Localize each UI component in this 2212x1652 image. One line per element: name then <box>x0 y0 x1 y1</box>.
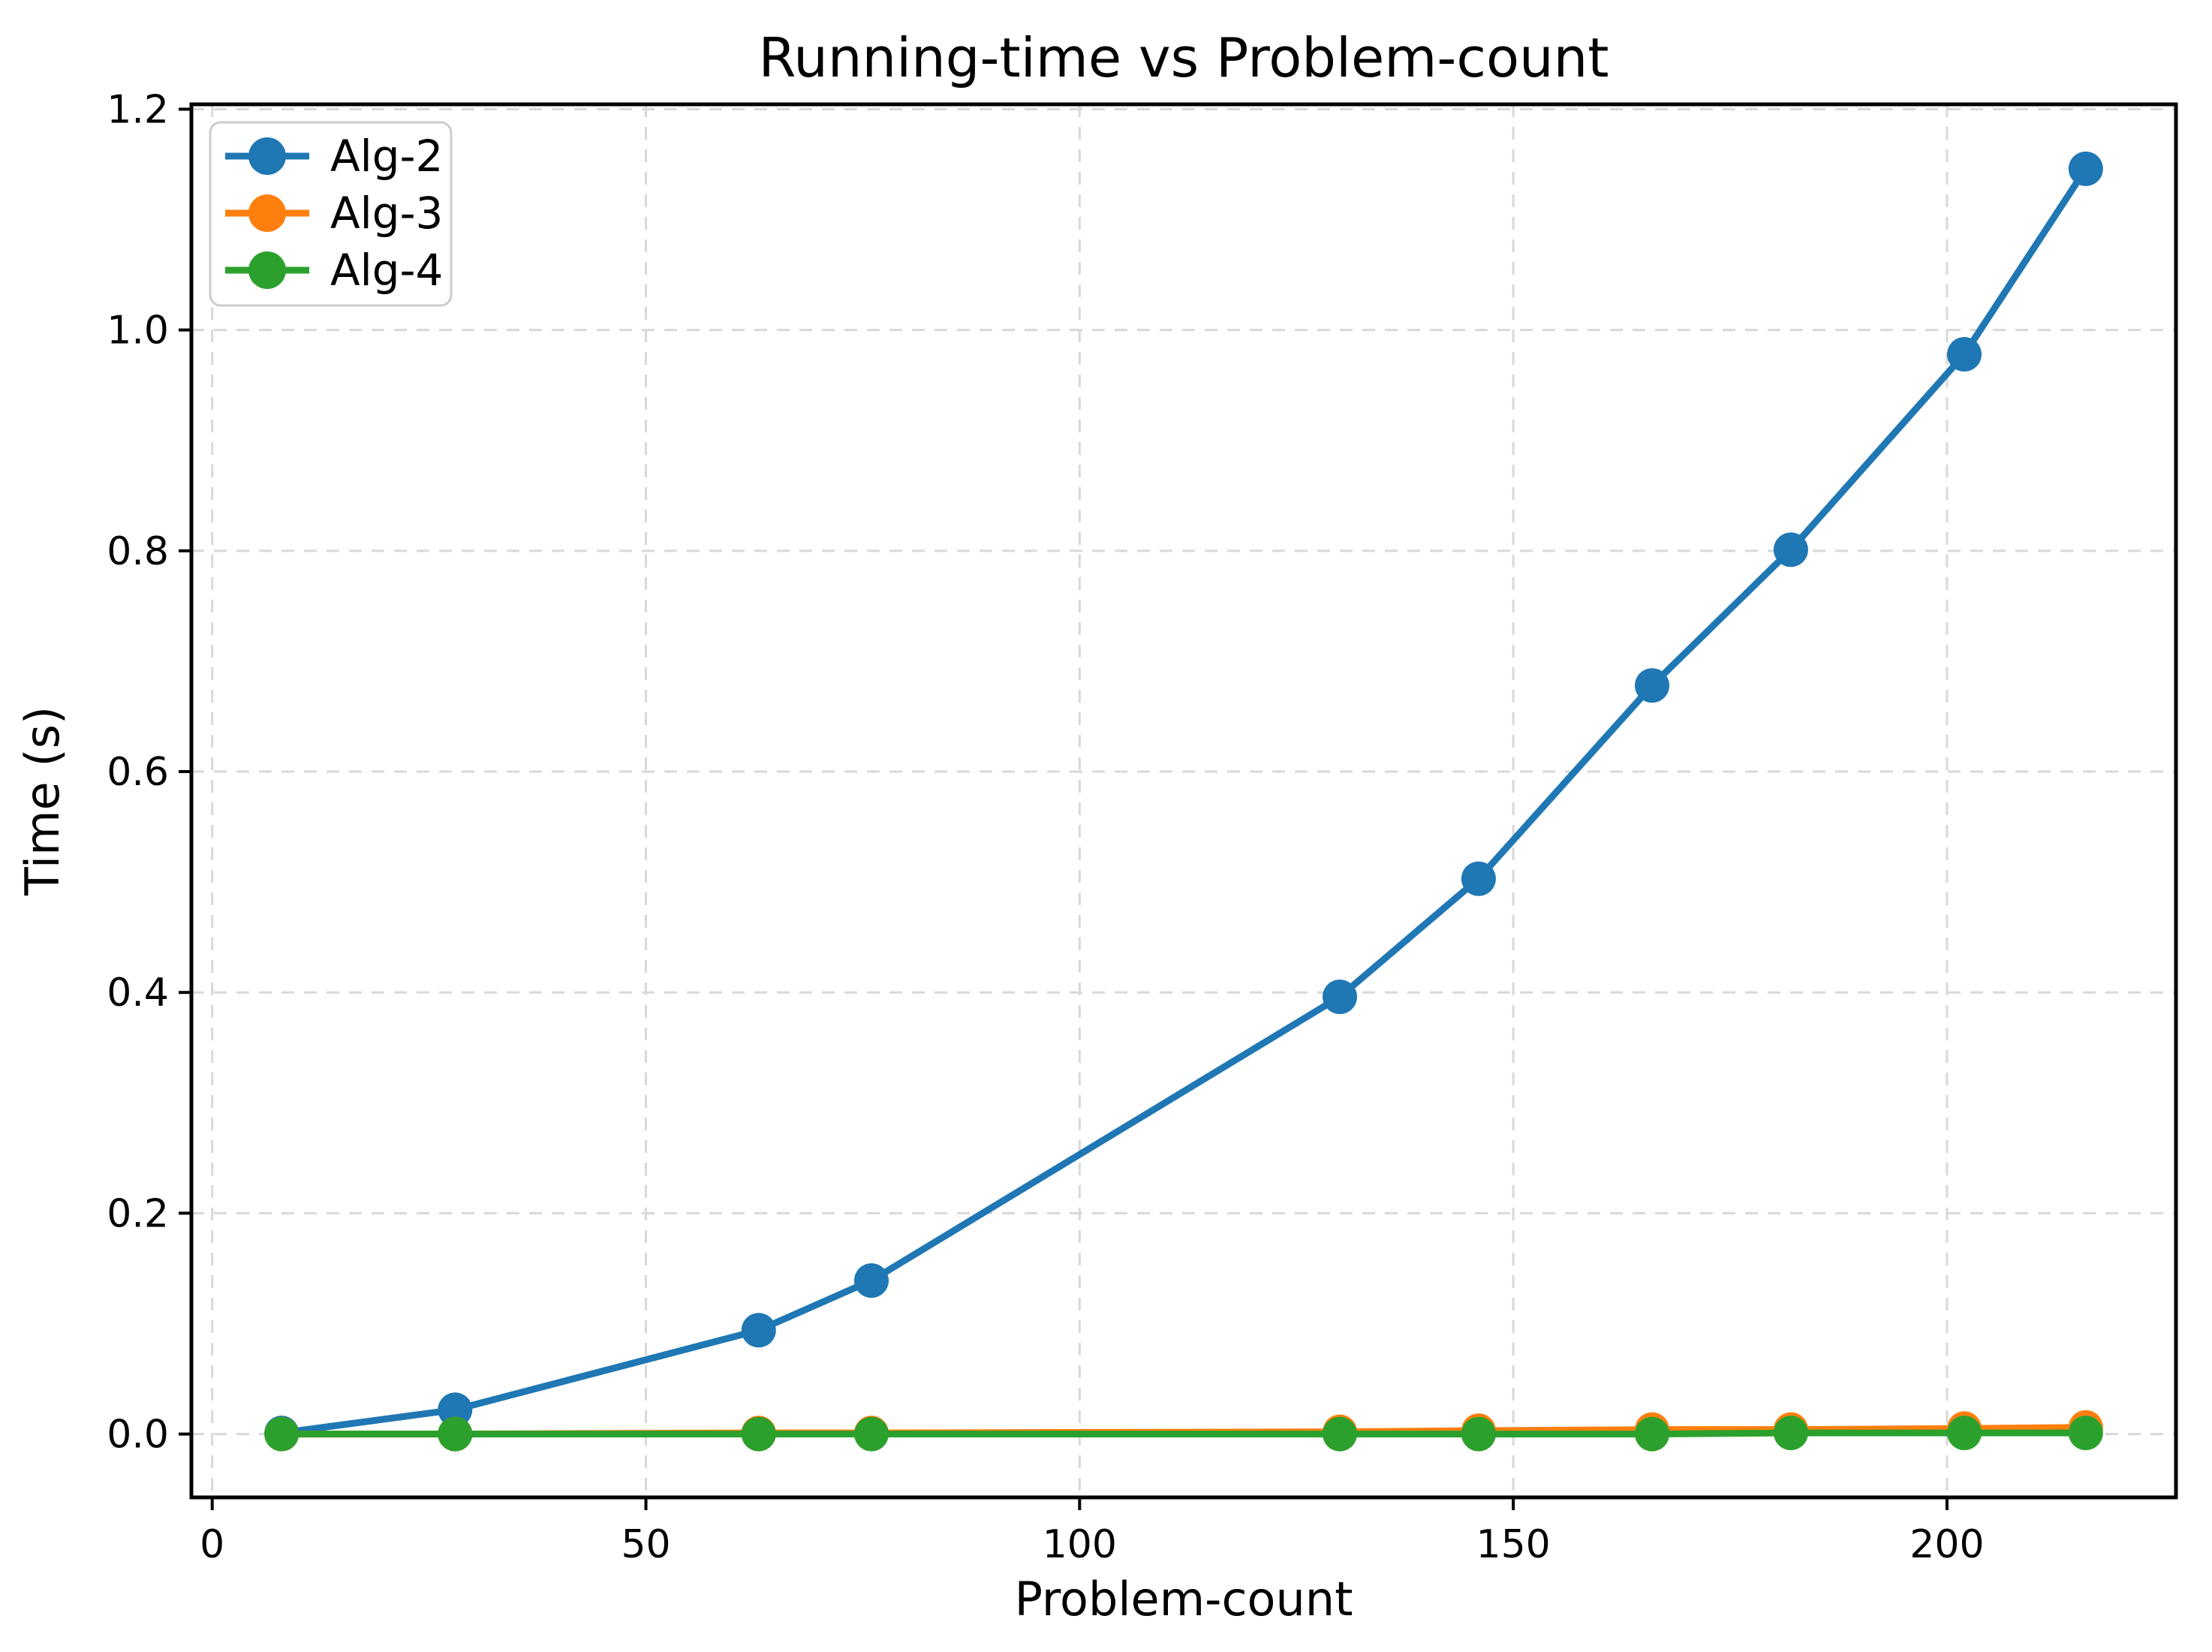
series-marker-Alg-4 <box>1947 1416 1982 1451</box>
y-tick-label: 0.4 <box>107 970 169 1016</box>
x-axis-label: Problem-count <box>1015 1572 1353 1626</box>
series-line-Alg-4 <box>281 1429 2086 1438</box>
series-marker-Alg-4 <box>1461 1416 1496 1452</box>
series-marker-Alg-2 <box>853 1263 889 1298</box>
series-marker-Alg-4 <box>853 1416 889 1452</box>
y-tick-label: 0.0 <box>107 1413 169 1458</box>
series-marker-Alg-2 <box>741 1313 776 1348</box>
series-marker-Alg-4 <box>1323 1416 1358 1452</box>
series-marker-Alg-4 <box>2068 1416 2103 1451</box>
series-marker-Alg-2 <box>1773 532 1808 567</box>
plot-border <box>189 102 2178 1500</box>
spine-layer <box>189 102 2178 1500</box>
tick-layer: 0 50 100 150 200 0.0 0.2 0.4 0.6 0.8 1.0 1.2 <box>107 87 1984 1567</box>
series-marker-Alg-4 <box>1773 1416 1808 1451</box>
series-marker-Alg-4 <box>264 1416 299 1452</box>
series-marker-Alg-2 <box>438 1392 473 1428</box>
grid-layer <box>191 104 2176 1497</box>
x-tick-label: 0 <box>200 1522 224 1567</box>
series-marker-Alg-4 <box>438 1416 473 1452</box>
y-tick-label: 1.2 <box>107 87 169 132</box>
x-tick-label: 100 <box>1043 1522 1117 1567</box>
y-axis-label: Time (s) <box>15 706 70 896</box>
series-marker-Alg-2 <box>1635 668 1670 703</box>
series-marker-Alg-4 <box>741 1416 776 1452</box>
legend-marker-sample <box>248 251 286 289</box>
series-marker-Alg-2 <box>2068 151 2103 186</box>
x-tick-label: 50 <box>621 1522 670 1567</box>
series-marker-Alg-2 <box>1461 861 1496 896</box>
series-marker-Alg-2 <box>1323 979 1358 1015</box>
x-tick-label: 200 <box>1910 1522 1984 1567</box>
legend-label: Alg-2 <box>330 131 443 182</box>
y-tick-label: 0.6 <box>107 750 169 795</box>
chart-title: Running-time vs Problem-count <box>758 26 1609 89</box>
legend-label: Alg-4 <box>330 245 443 296</box>
legend-label: Alg-3 <box>330 188 443 239</box>
series-marker-Alg-4 <box>1635 1416 1670 1452</box>
legend: Alg-2 Alg-3 Alg-4 <box>209 121 453 307</box>
legend-marker-sample <box>248 194 286 232</box>
series-line-Alg-2 <box>281 167 2089 1437</box>
series-marker-Alg-2 <box>1947 337 1982 372</box>
x-tick-label: 150 <box>1476 1522 1550 1567</box>
legend-marker-sample <box>248 137 286 175</box>
y-tick-label: 1.0 <box>107 308 169 354</box>
y-tick-label: 0.2 <box>107 1191 169 1236</box>
y-tick-label: 0.8 <box>107 529 169 574</box>
series-layer <box>264 151 2103 1452</box>
